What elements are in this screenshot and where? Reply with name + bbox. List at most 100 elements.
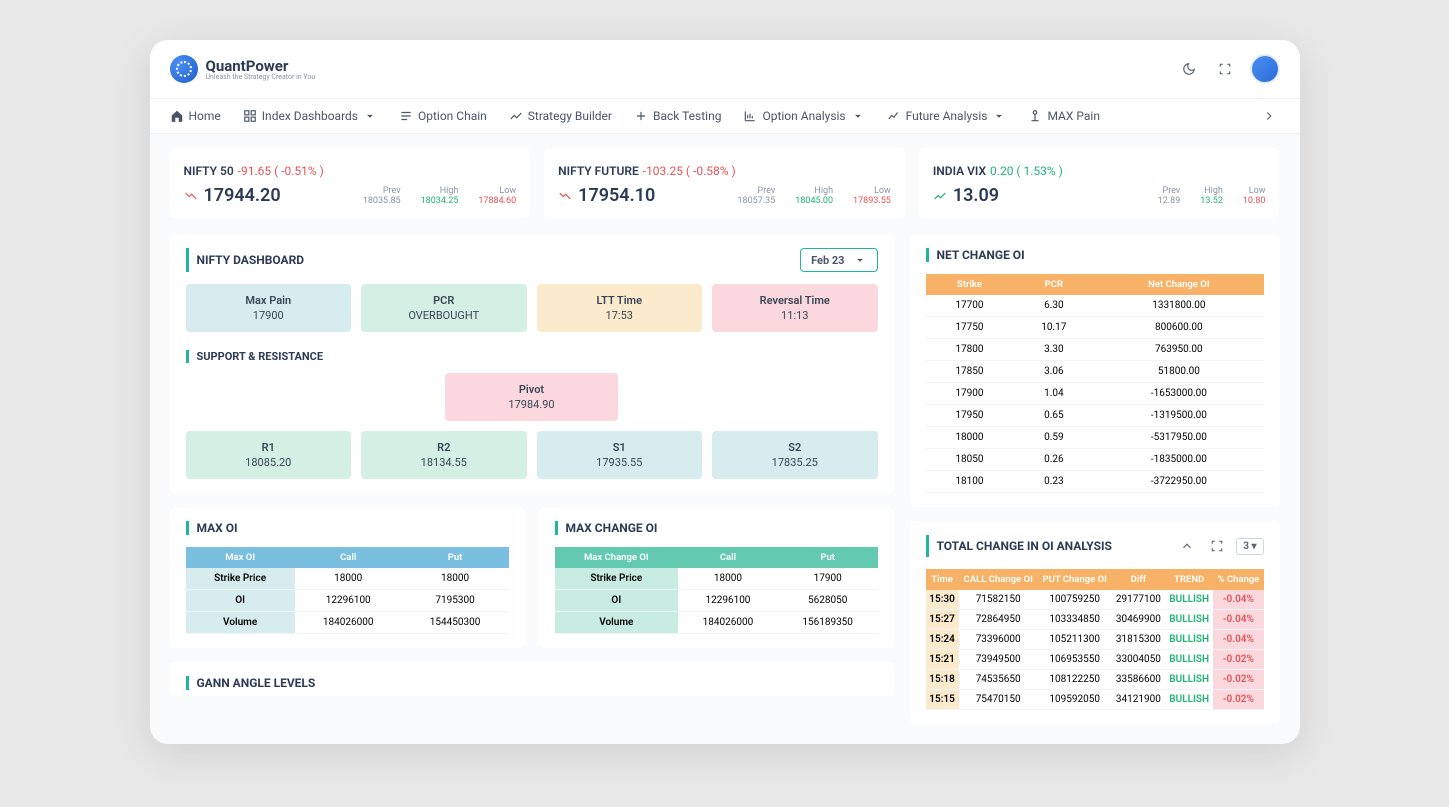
table-cell: 800600.00 xyxy=(1094,317,1263,339)
tile-maxpain: Max Pain17900 xyxy=(186,284,352,332)
totalchange-oi-table: TimeCALL Change OIPUT Change OIDiffTREND… xyxy=(926,569,1264,710)
table-cell: 17750 xyxy=(926,317,1014,339)
maxoi-table: Max OICallPut Strike Price1800018000 OI1… xyxy=(186,547,509,634)
nav-option-chain[interactable]: Option Chain xyxy=(399,109,487,123)
table-cell: BULLISH xyxy=(1165,610,1213,630)
table-cell: -1835000.00 xyxy=(1094,449,1263,471)
table-cell: -0.04% xyxy=(1213,610,1263,630)
ticker-nifty50: NIFTY 50 -91.65 ( -0.51% ) 17944.20 Prev… xyxy=(170,148,531,218)
table-cell: 0.59 xyxy=(1013,427,1094,449)
table-cell: -0.02% xyxy=(1213,670,1263,690)
topbar: QuantPower Unleash the Strategy Creator … xyxy=(150,40,1300,99)
nav-future-analysis[interactable]: Future Analysis xyxy=(887,109,1007,123)
collapse-icon[interactable] xyxy=(1176,535,1198,557)
table-cell: 17900 xyxy=(926,383,1014,405)
theme-toggle-icon[interactable] xyxy=(1178,58,1200,80)
tile-pivot: Pivot17984.90 xyxy=(445,373,618,421)
tile-r1: R118085.20 xyxy=(186,431,352,479)
table-cell: 73396000 xyxy=(959,630,1038,650)
table-cell: -0.02% xyxy=(1213,690,1263,710)
table-cell: 71582150 xyxy=(959,590,1038,610)
table-cell: -0.04% xyxy=(1213,630,1263,650)
table-cell: 3.06 xyxy=(1013,361,1094,383)
table-cell: 0.26 xyxy=(1013,449,1094,471)
table-cell: 73949500 xyxy=(959,650,1038,670)
table-cell: 72864950 xyxy=(959,610,1038,630)
tile-s1: S117935.55 xyxy=(537,431,703,479)
nav-home[interactable]: Home xyxy=(170,109,221,123)
table-cell: 1.04 xyxy=(1013,383,1094,405)
table-cell: 108122250 xyxy=(1038,670,1112,690)
netchange-oi-panel: NET CHANGE OI StrikePCRNet Change OI 177… xyxy=(910,234,1280,507)
maxchgoi-table: Max Change OICallPut Strike Price1800017… xyxy=(555,547,878,634)
table-cell: BULLISH xyxy=(1165,650,1213,670)
table-cell: BULLISH xyxy=(1165,630,1213,650)
main-nav: Home Index Dashboards Option Chain Strat… xyxy=(150,99,1300,134)
interval-select[interactable]: 3 ▾ xyxy=(1236,538,1263,555)
table-cell: 15:30 xyxy=(926,590,959,610)
totalchange-oi-panel: TOTAL CHANGE IN OI ANALYSIS 3 ▾ TimeCALL… xyxy=(910,521,1280,724)
nav-back-testing[interactable]: Back Testing xyxy=(634,109,721,123)
table-cell: 51800.00 xyxy=(1094,361,1263,383)
table-cell: 18050 xyxy=(926,449,1014,471)
tile-reversal: Reversal Time11:13 xyxy=(712,284,878,332)
nav-strategy-builder[interactable]: Strategy Builder xyxy=(509,109,612,123)
table-cell: -5317950.00 xyxy=(1094,427,1263,449)
table-cell: 103334850 xyxy=(1038,610,1112,630)
table-cell: BULLISH xyxy=(1165,590,1213,610)
ticker-vix: INDIA VIX 0.20 ( 1.53% ) 13.09 Prev12.89… xyxy=(919,148,1280,218)
table-cell: 105211300 xyxy=(1038,630,1112,650)
table-cell: 0.65 xyxy=(1013,405,1094,427)
support-resistance-title: SUPPORT & RESISTANCE xyxy=(186,350,878,363)
panel-title-nifty-dashboard: NIFTY DASHBOARD xyxy=(197,253,305,267)
nav-scroll-right-icon[interactable] xyxy=(1258,105,1280,127)
table-cell: BULLISH xyxy=(1165,690,1213,710)
tile-pcr: PCROVERBOUGHT xyxy=(361,284,527,332)
gann-panel: GANN ANGLE LEVELS xyxy=(170,662,894,696)
table-cell: 33586600 xyxy=(1112,670,1166,690)
table-cell: BULLISH xyxy=(1165,670,1213,690)
app-window: QuantPower Unleash the Strategy Creator … xyxy=(150,40,1300,744)
nav-max-pain[interactable]: MAX Pain xyxy=(1028,109,1100,123)
table-cell: 15:15 xyxy=(926,690,959,710)
table-cell: 0.23 xyxy=(1013,471,1094,493)
table-cell: 3.30 xyxy=(1013,339,1094,361)
expand-icon[interactable] xyxy=(1206,535,1228,557)
nav-index-dashboards[interactable]: Index Dashboards xyxy=(243,109,377,123)
nav-option-analysis[interactable]: Option Analysis xyxy=(743,109,864,123)
table-cell: 29177100 xyxy=(1112,590,1166,610)
table-cell: -0.04% xyxy=(1213,590,1263,610)
table-cell: -1319500.00 xyxy=(1094,405,1263,427)
table-cell: 15:27 xyxy=(926,610,959,630)
table-cell: 18000 xyxy=(926,427,1014,449)
table-cell: 31815300 xyxy=(1112,630,1166,650)
fullscreen-icon[interactable] xyxy=(1214,58,1236,80)
table-cell: 75470150 xyxy=(959,690,1038,710)
table-cell: 33004050 xyxy=(1112,650,1166,670)
ticker-niftyfuture: NIFTY FUTURE -103.25 ( -0.58% ) 17954.10… xyxy=(544,148,905,218)
table-cell: 100759250 xyxy=(1038,590,1112,610)
date-select[interactable]: Feb 23 xyxy=(800,248,877,272)
table-cell: 763950.00 xyxy=(1094,339,1263,361)
table-cell: 1331800.00 xyxy=(1094,295,1263,317)
nifty-dashboard-panel: NIFTY DASHBOARD Feb 23 Max Pain17900 PCR… xyxy=(170,234,894,493)
table-cell: 17700 xyxy=(926,295,1014,317)
table-cell: 10.17 xyxy=(1013,317,1094,339)
tile-s2: S217835.25 xyxy=(712,431,878,479)
brand-tagline: Unleash the Strategy Creator in You xyxy=(206,73,316,81)
tile-ltt: LTT Time17:53 xyxy=(537,284,703,332)
table-cell: 109592050 xyxy=(1038,690,1112,710)
table-cell: 17850 xyxy=(926,361,1014,383)
maxchgoi-panel: MAX CHANGE OI Max Change OICallPut Strik… xyxy=(539,507,894,648)
brand-logo[interactable]: QuantPower Unleash the Strategy Creator … xyxy=(170,55,316,83)
table-cell: 17800 xyxy=(926,339,1014,361)
table-cell: 34121900 xyxy=(1112,690,1166,710)
table-cell: 15:21 xyxy=(926,650,959,670)
table-cell: -1653000.00 xyxy=(1094,383,1263,405)
table-cell: -0.02% xyxy=(1213,650,1263,670)
logo-mark-icon xyxy=(170,55,198,83)
table-cell: 30469900 xyxy=(1112,610,1166,630)
table-cell: 17950 xyxy=(926,405,1014,427)
avatar[interactable] xyxy=(1250,54,1280,84)
table-cell: 74535650 xyxy=(959,670,1038,690)
